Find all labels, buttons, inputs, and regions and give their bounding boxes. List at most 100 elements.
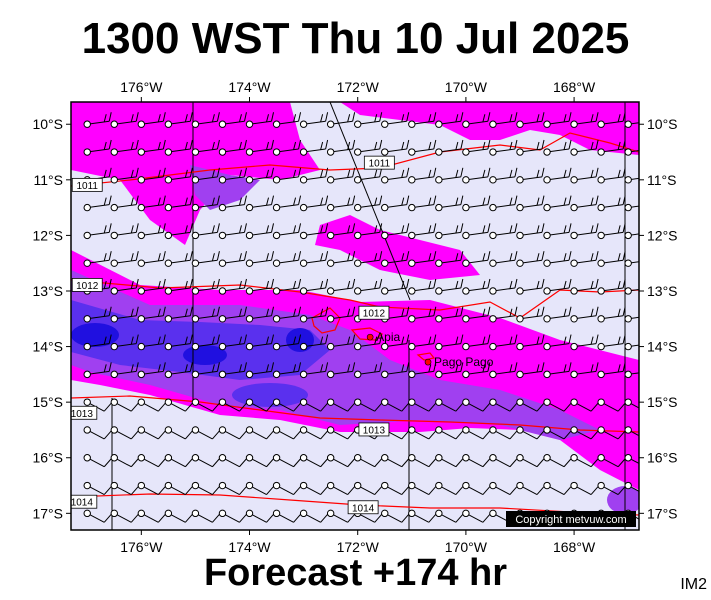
wind-barb bbox=[164, 481, 193, 495]
wind-barb bbox=[272, 509, 301, 523]
wind-barb bbox=[489, 139, 518, 156]
wind-barb bbox=[435, 509, 464, 523]
wind-barb bbox=[408, 454, 437, 468]
wind-barb bbox=[462, 454, 491, 468]
wind-barb bbox=[543, 278, 572, 295]
svg-text:1011: 1011 bbox=[369, 159, 391, 170]
islands bbox=[311, 307, 436, 361]
wind-barb bbox=[191, 509, 220, 523]
place-marker: Apia bbox=[366, 330, 400, 344]
wind-barb bbox=[218, 223, 247, 240]
wind-barb bbox=[354, 251, 383, 267]
rain-very-heavy-1 bbox=[71, 323, 119, 347]
wind-barb bbox=[489, 454, 518, 468]
wind-barb bbox=[381, 167, 410, 184]
wind-barb bbox=[110, 278, 139, 295]
wind-barb bbox=[137, 139, 166, 156]
wind-barb bbox=[381, 481, 410, 495]
wind-barb bbox=[543, 454, 572, 468]
wind-barb bbox=[272, 398, 301, 412]
wind-barb bbox=[191, 251, 220, 267]
wind-barb bbox=[435, 195, 464, 212]
wind-barb bbox=[381, 509, 410, 523]
wind-barb bbox=[570, 481, 599, 495]
wind-barb bbox=[408, 167, 437, 184]
wind-barb bbox=[218, 426, 247, 440]
wind-barb bbox=[299, 362, 329, 379]
wind-barb bbox=[570, 398, 599, 412]
wind-barb bbox=[570, 306, 599, 323]
wind-barb bbox=[462, 398, 491, 412]
wind-barb bbox=[110, 454, 139, 468]
isobar-label: 1013 bbox=[358, 422, 390, 436]
wind-barb bbox=[543, 112, 572, 128]
wind-barb bbox=[191, 167, 220, 184]
wind-barb bbox=[435, 278, 464, 295]
wind-barb bbox=[245, 362, 275, 379]
wind-barb bbox=[408, 223, 437, 240]
wind-barb bbox=[624, 120, 639, 128]
wind-barb bbox=[543, 167, 572, 184]
isobar-1011 bbox=[71, 132, 639, 187]
wind-barb bbox=[218, 306, 247, 323]
wind-barb bbox=[191, 334, 220, 351]
lat-label-right: 10°S bbox=[647, 116, 678, 132]
wind-barb bbox=[435, 251, 464, 267]
wind-barb bbox=[516, 454, 545, 468]
lat-label-left: 14°S bbox=[32, 339, 63, 355]
wind-barb bbox=[218, 195, 247, 212]
wind-barb bbox=[164, 139, 193, 156]
wind-barb bbox=[299, 112, 329, 128]
wind-barb bbox=[245, 139, 275, 156]
wind-barb bbox=[110, 195, 139, 212]
wind-barb bbox=[624, 342, 639, 351]
svg-text:1012: 1012 bbox=[76, 281, 99, 292]
svg-text:1014: 1014 bbox=[71, 498, 94, 509]
wind-barb bbox=[245, 398, 274, 412]
isobar-1013 bbox=[71, 395, 639, 433]
wind-barb bbox=[381, 362, 410, 379]
isobar-labels: 1011 1011 1012 1012 1013 1013 1014 1014 bbox=[71, 155, 395, 514]
wind-barb bbox=[191, 139, 220, 156]
wind-barb bbox=[326, 167, 356, 184]
wind-barb bbox=[83, 426, 112, 440]
wind-barb bbox=[245, 223, 275, 240]
wind-barb bbox=[462, 195, 491, 212]
wind-barb bbox=[462, 481, 491, 495]
lat-label-right: 15°S bbox=[647, 394, 678, 410]
wind-barb bbox=[164, 223, 193, 240]
wind-barb bbox=[597, 278, 626, 295]
wind-barb bbox=[570, 278, 599, 295]
wind-barb bbox=[570, 334, 599, 351]
wind-barb bbox=[435, 306, 464, 323]
wind-barb bbox=[164, 251, 193, 267]
wind-barb bbox=[326, 223, 356, 240]
wind-barb bbox=[597, 306, 626, 323]
wind-barb bbox=[543, 362, 572, 379]
wind-barb bbox=[408, 481, 437, 495]
svg-text:1011: 1011 bbox=[76, 181, 98, 192]
wind-barb bbox=[516, 334, 545, 351]
rain-very-heavy-3 bbox=[183, 345, 227, 365]
wind-barb bbox=[408, 426, 437, 440]
wind-barb bbox=[137, 362, 166, 379]
wind-barb bbox=[164, 306, 193, 323]
wind-barb bbox=[516, 306, 545, 323]
wind-barb bbox=[354, 278, 383, 295]
wind-barb bbox=[137, 251, 166, 267]
wind-barb bbox=[354, 334, 383, 351]
wind-barb bbox=[110, 426, 139, 440]
wind-barb bbox=[462, 306, 491, 323]
wind-barb bbox=[326, 426, 356, 440]
wind-barb bbox=[299, 334, 329, 351]
wind-barb bbox=[83, 454, 112, 468]
isobar-label: 1012 bbox=[71, 278, 103, 292]
wind-barb bbox=[489, 426, 518, 440]
wind-barb bbox=[489, 481, 518, 495]
wind-barb bbox=[516, 195, 545, 212]
wind-barb bbox=[299, 167, 329, 184]
wind-barb bbox=[245, 454, 274, 468]
wind-barb bbox=[272, 334, 302, 351]
wind-barb bbox=[624, 287, 639, 295]
wind-barb bbox=[489, 278, 518, 295]
